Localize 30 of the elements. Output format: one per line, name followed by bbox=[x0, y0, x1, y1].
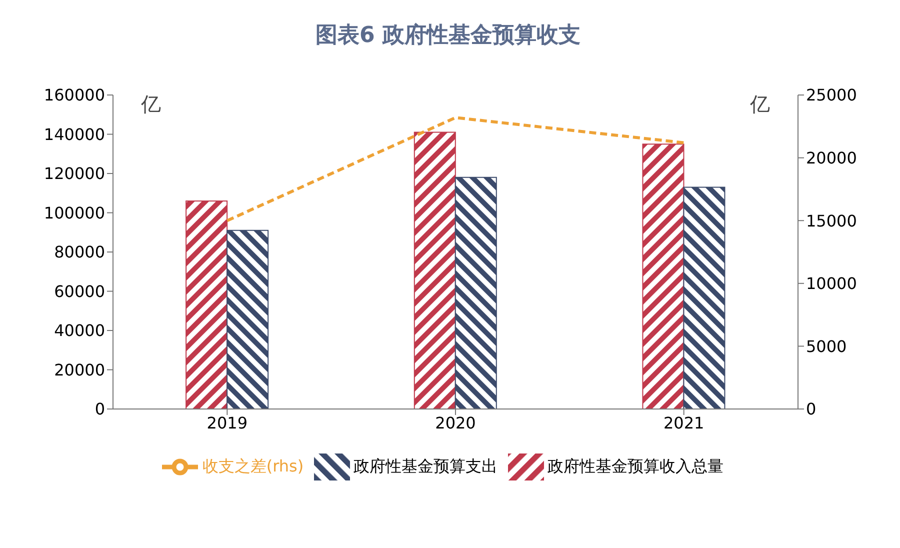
bar bbox=[642, 144, 684, 409]
y-tick-label: 100000 bbox=[44, 203, 105, 222]
y-tick-label: 140000 bbox=[44, 124, 105, 144]
y-tick-label: 160000 bbox=[44, 86, 105, 105]
legend-label: 收支之差(rhs) bbox=[202, 456, 304, 476]
y2-axis-title: 亿 bbox=[749, 92, 770, 116]
legend-label: 政府性基金预算支出 bbox=[354, 456, 498, 476]
y-tick-label: 0 bbox=[94, 400, 105, 419]
x-tick-label: 2019 bbox=[206, 413, 248, 432]
bar bbox=[226, 230, 269, 409]
y-tick-label: 120000 bbox=[44, 164, 105, 184]
y-axis-title: 亿 bbox=[140, 92, 161, 116]
x-tick-label: 2020 bbox=[435, 413, 476, 432]
y2-tick-label: 10000 bbox=[806, 274, 857, 294]
y2-tick-label: 25000 bbox=[806, 86, 857, 105]
bar bbox=[454, 176, 497, 409]
y2-tick-label: 5000 bbox=[806, 336, 847, 356]
y-tick-label: 80000 bbox=[54, 242, 105, 262]
y2-tick-label: 20000 bbox=[806, 148, 857, 168]
bar bbox=[414, 132, 456, 409]
y-tick-label: 60000 bbox=[54, 282, 105, 301]
y2-tick-label: 0 bbox=[806, 400, 816, 419]
y2-tick-label: 15000 bbox=[806, 211, 857, 230]
x-tick-label: 2021 bbox=[663, 413, 704, 432]
chart-title: 图表6 政府性基金预算收支 bbox=[314, 22, 582, 50]
y-tick-label: 20000 bbox=[54, 360, 105, 380]
bar bbox=[683, 186, 726, 409]
bar bbox=[186, 200, 228, 409]
y-tick-label: 40000 bbox=[54, 321, 105, 340]
legend-label: 政府性基金预算收入总量 bbox=[548, 456, 724, 476]
